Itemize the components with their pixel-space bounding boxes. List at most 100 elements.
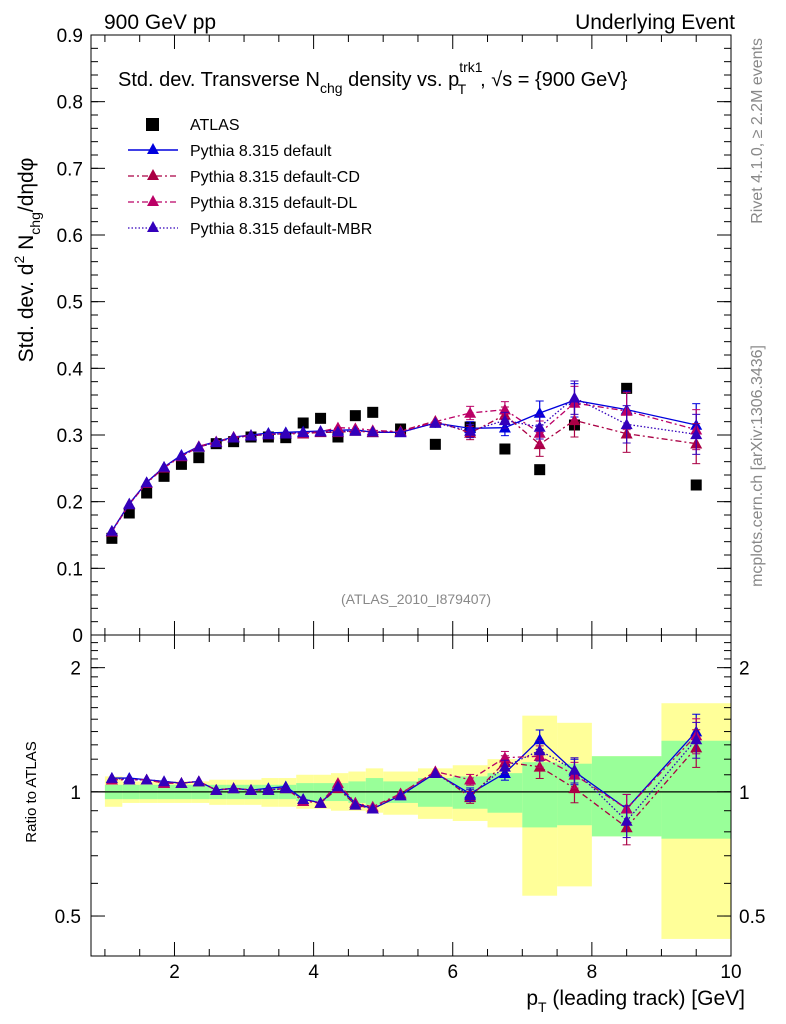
- atlas-data-point: [315, 412, 327, 424]
- y-tick-label: 0.3: [57, 426, 83, 447]
- mbr-data-point: [297, 426, 310, 438]
- mbr-data-point: [464, 425, 477, 436]
- y-tick-label: 0.6: [57, 226, 83, 247]
- ylabel-sub: chg: [27, 212, 43, 235]
- mbr-ratio-point: [227, 782, 240, 794]
- dl-series-line: [111, 402, 697, 533]
- ratio-data-layer: [91, 703, 731, 939]
- mbr-ratio-point: [349, 798, 362, 810]
- analysis-id: (ATLAS_2010_I879407): [341, 591, 491, 607]
- atlas-data-point: [349, 410, 361, 422]
- main-panel: 0 0.1 0.2 0.3 0.4 0.5 0.6 0.7 0.8 0.9 Std. dev. T…: [11, 26, 732, 647]
- chart-title: Std. dev. Transverse Nchg density vs. pt…: [118, 59, 628, 97]
- mbr-data-point: [429, 417, 442, 428]
- mbr-data-point: [245, 429, 257, 441]
- atlas-data-point: [367, 406, 379, 418]
- legend-label-cd: Pythia 8.315 default-CD: [190, 169, 360, 186]
- header-left: 900 GeV pp: [104, 11, 216, 34]
- legend-marker-default: [147, 143, 159, 154]
- ratio-y-tick-label-right: 1: [739, 783, 750, 804]
- mbr-data-point: [105, 525, 118, 536]
- dl-data-point: [498, 403, 511, 415]
- atlas-data-point: [690, 479, 702, 491]
- mbr-ratio-point: [140, 773, 153, 785]
- mbr-data-point: [533, 421, 546, 432]
- xlabel-part-a: p: [526, 987, 538, 1010]
- main-ylabel: Std. dev. d2 Nchg/dηdφ: [11, 158, 43, 363]
- mbr-data-point: [192, 441, 205, 452]
- mbr-ratio-point: [123, 773, 136, 785]
- title-sub-chg: chg: [320, 80, 343, 96]
- mbr-ratio-point: [262, 784, 275, 795]
- mbr-ratio-point: [533, 744, 546, 756]
- atlas-data-point: [534, 464, 546, 476]
- legend-label-default: Pythia 8.315 default: [190, 143, 332, 160]
- default-ratio-point: [533, 733, 546, 745]
- legend-label-atlas: ATLAS: [190, 117, 240, 134]
- ratio-y-tick-label-left: 0.5: [55, 907, 81, 928]
- mbr-data-point: [690, 428, 703, 440]
- atlas-data-point: [175, 458, 187, 470]
- mbr-ratio-point: [210, 784, 223, 795]
- atlas-data-point: [106, 532, 118, 544]
- mbr-data-point: [262, 428, 275, 440]
- mbr-data-point: [394, 426, 407, 438]
- ratio-y-tick-label-right: 2: [739, 659, 750, 680]
- legend-marker-dl: [147, 195, 159, 206]
- x-tick-label: 4: [308, 962, 319, 983]
- y-tick-label: 0.2: [57, 493, 83, 514]
- main-frame: [90, 34, 732, 636]
- legend: ATLAS Pythia 8.315 default Pythia 8.315 …: [128, 117, 372, 238]
- mbr-ratio-point: [105, 772, 118, 783]
- ylabel-part-c: /dηdφ: [15, 158, 38, 213]
- title-sub-t: T: [458, 81, 467, 97]
- mbr-data-point: [568, 391, 581, 403]
- legend-marker-atlas: [146, 118, 159, 131]
- main-data-layer: [105, 380, 703, 544]
- mbr-ratio-point: [192, 775, 205, 787]
- mbr-ratio-point: [464, 789, 477, 801]
- mbr-ratio-point: [498, 760, 511, 772]
- x-tick-label: 8: [587, 962, 598, 983]
- title-sup-trk1: trk1: [459, 59, 483, 75]
- y-tick-label: 0.4: [57, 359, 84, 380]
- legend-label-mbr: Pythia 8.315 default-MBR: [190, 221, 372, 238]
- mbr-ratio-point: [620, 814, 633, 826]
- mbr-data-point: [175, 449, 188, 461]
- mbr-ratio-point: [279, 782, 292, 794]
- mbr-data-point: [314, 425, 327, 437]
- atlas-data-point: [193, 452, 205, 464]
- y-tick-label: 0.1: [57, 559, 83, 580]
- rivet-version-label: Rivet 4.1.0, ≥ 2.2M events: [749, 38, 766, 224]
- ylabel-part-a: Std. dev. d: [15, 264, 38, 363]
- title-part-b: density vs. p: [343, 69, 460, 91]
- mbr-ratio-point: [314, 796, 327, 808]
- ratio-y-tick-label-left: 2: [70, 659, 81, 680]
- ratio-panel: 0.5 0.5 1 1 2 2 2 4 6 8 10 Ratio to ATLAS: [23, 634, 765, 983]
- ratio-y-tick-label-right: 0.5: [739, 907, 765, 928]
- mbr-data-point: [140, 476, 153, 488]
- atlas-data-point: [429, 438, 441, 450]
- y-tick-label: 0.5: [57, 293, 83, 314]
- dl-data-point: [464, 407, 477, 418]
- atlas-data-point: [297, 417, 309, 429]
- ratio-frame: [90, 634, 732, 957]
- atlas-data-point: [621, 382, 633, 394]
- mbr-data-point: [349, 425, 362, 436]
- mbr-data-point: [279, 427, 292, 439]
- ratio-ticks: 0.5 0.5 1 1 2 2 2 4 6 8 10: [55, 635, 765, 983]
- ylabel-sup: 2: [11, 256, 27, 264]
- x-axis-label: pT (leading track) [GeV]: [526, 987, 745, 1015]
- atlas-data-point: [141, 487, 153, 499]
- atlas-data-point: [123, 507, 135, 519]
- dl-ratio-point: [464, 773, 477, 785]
- y-tick-label: 0.7: [57, 159, 83, 180]
- mbr-ratio-point: [175, 777, 188, 788]
- mbr-ratio-point: [331, 780, 344, 792]
- header-right: Underlying Event: [575, 11, 735, 34]
- mbr-ratio-point: [690, 733, 703, 745]
- mbr-series-line: [111, 396, 697, 532]
- legend-marker-mbr: [147, 221, 159, 232]
- ratio-y-tick-label-left: 1: [70, 783, 81, 804]
